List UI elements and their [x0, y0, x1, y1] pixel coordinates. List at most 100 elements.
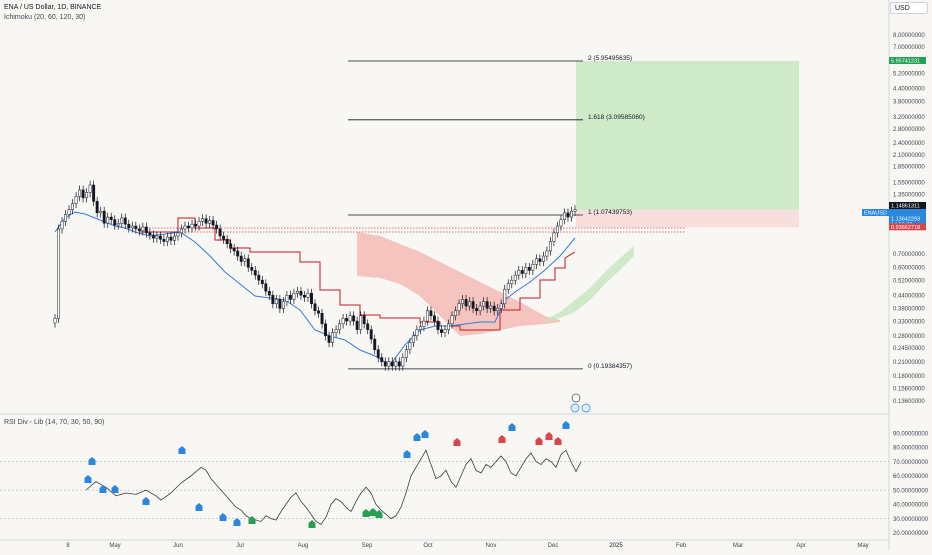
- price-tick-label: 2.80000000: [893, 127, 925, 133]
- candle-body: [447, 323, 450, 330]
- candle-body: [225, 239, 229, 244]
- time-tick-label: Jun: [173, 543, 183, 549]
- candle-body: [510, 279, 514, 284]
- rsi-tick-label: 30.00000000: [893, 517, 929, 523]
- high-price-label-bg: [889, 202, 926, 209]
- rsi-tick-label: 60.00000000: [893, 474, 929, 480]
- candle-body: [425, 310, 429, 322]
- candle-body: [475, 308, 479, 312]
- time-tick-label: 8: [66, 543, 70, 549]
- candle-body: [201, 218, 205, 222]
- candle-body: [397, 361, 401, 367]
- candle-body: [134, 225, 138, 230]
- rsi-divergence-marker: [369, 508, 377, 516]
- rsi-divergence-marker: [545, 432, 553, 440]
- target-price-label: 5.95741231: [891, 58, 920, 64]
- candle-body: [246, 258, 250, 268]
- target-price-label-bg: [889, 56, 926, 64]
- candle-body: [155, 235, 159, 239]
- rsi-divergence-marker: [562, 421, 570, 429]
- candle-body: [450, 315, 454, 325]
- stop-zone: [576, 209, 799, 228]
- candle-body: [194, 223, 197, 227]
- candle-body: [264, 283, 268, 292]
- ichimoku-indicator-label[interactable]: Ichimoku (20, 60, 120, 30): [4, 14, 86, 21]
- price-tick-label: 0.38000000: [893, 307, 925, 313]
- candle-body: [78, 189, 82, 197]
- price-tick-label: 0.24500000: [893, 346, 925, 352]
- candle-body: [555, 225, 559, 234]
- candle-body: [113, 219, 117, 226]
- price-tick-label: 0.15600000: [893, 387, 925, 393]
- candle-body: [299, 290, 303, 296]
- candle-body: [95, 201, 99, 214]
- rsi-indicator-label[interactable]: RSI Div - Lib (14, 70, 30, 50, 90): [4, 419, 105, 426]
- price-tick-label: 0.60000000: [893, 266, 925, 272]
- candle-body: [461, 299, 465, 305]
- symbol-title[interactable]: ENA / US Dollar, 1D, BINANCE: [4, 4, 102, 11]
- candle-body: [190, 223, 194, 229]
- candle-body: [387, 361, 391, 367]
- candle-body: [208, 220, 212, 224]
- candle-body: [288, 294, 292, 300]
- rsi-divergence-marker: [99, 485, 107, 493]
- candle-body: [271, 294, 275, 305]
- price-tick-label: 0.28000000: [893, 334, 925, 340]
- rsi-divergence-marker: [178, 446, 186, 454]
- candle-body: [148, 232, 152, 236]
- rsi-line: [85, 449, 582, 525]
- candle-body: [218, 228, 222, 237]
- candle-body: [513, 274, 517, 281]
- candle-body: [162, 239, 166, 242]
- candle-body: [253, 270, 257, 276]
- candle-body: [141, 226, 145, 232]
- symbol-price-label-bg: [862, 209, 926, 216]
- candle-body: [563, 212, 566, 220]
- candle-body: [106, 216, 110, 224]
- rsi-divergence-marker: [88, 457, 96, 465]
- candle-body: [295, 290, 299, 294]
- candle-body: [60, 221, 64, 230]
- rsi-legend: RSI Div - Lib (14, 70, 30, 50, 90): [4, 418, 104, 428]
- candle-body: [53, 318, 57, 324]
- currency-button[interactable]: USD: [890, 2, 928, 14]
- price-tick-label: 1.55000000: [893, 180, 925, 186]
- time-tick-label: May: [109, 543, 120, 549]
- rsi-tick-label: 70.00000000: [893, 460, 929, 466]
- candle-body: [345, 318, 349, 322]
- candle-body: [127, 223, 131, 229]
- rsi-divergence-marker: [508, 423, 516, 431]
- candle-body: [376, 349, 380, 358]
- candle-body: [137, 228, 141, 232]
- candle-body: [67, 209, 71, 215]
- candle-body: [250, 267, 254, 271]
- candle-body: [348, 315, 352, 322]
- candle-body: [169, 236, 173, 241]
- candle-body: [165, 236, 169, 242]
- price-tick-label: 0.18000000: [893, 374, 925, 380]
- flag-icon: [570, 403, 580, 413]
- rsi-divergence-marker: [233, 518, 241, 526]
- candle-body: [369, 329, 373, 340]
- rsi-tick-label: 80.00000000: [893, 446, 929, 452]
- candle-body: [482, 301, 486, 307]
- rsi-divergence-marker: [84, 475, 92, 483]
- candle-body: [362, 315, 366, 325]
- time-tick-label: May: [857, 543, 868, 549]
- candle-body: [243, 258, 247, 262]
- candle-body: [180, 228, 183, 234]
- candle-body: [123, 217, 127, 225]
- time-tick-label: Sep: [362, 543, 373, 549]
- candle-body: [341, 318, 345, 325]
- candle-body: [531, 264, 535, 271]
- candle-body: [88, 184, 92, 193]
- ichimoku-cloud-bearish: [357, 232, 560, 336]
- candle-body: [489, 305, 493, 309]
- rsi-divergence-marker: [362, 509, 370, 517]
- stop-price-label: 0.93662718: [891, 225, 920, 231]
- candle-body: [236, 250, 240, 257]
- target-zone: [576, 60, 799, 210]
- candle-body: [408, 342, 412, 350]
